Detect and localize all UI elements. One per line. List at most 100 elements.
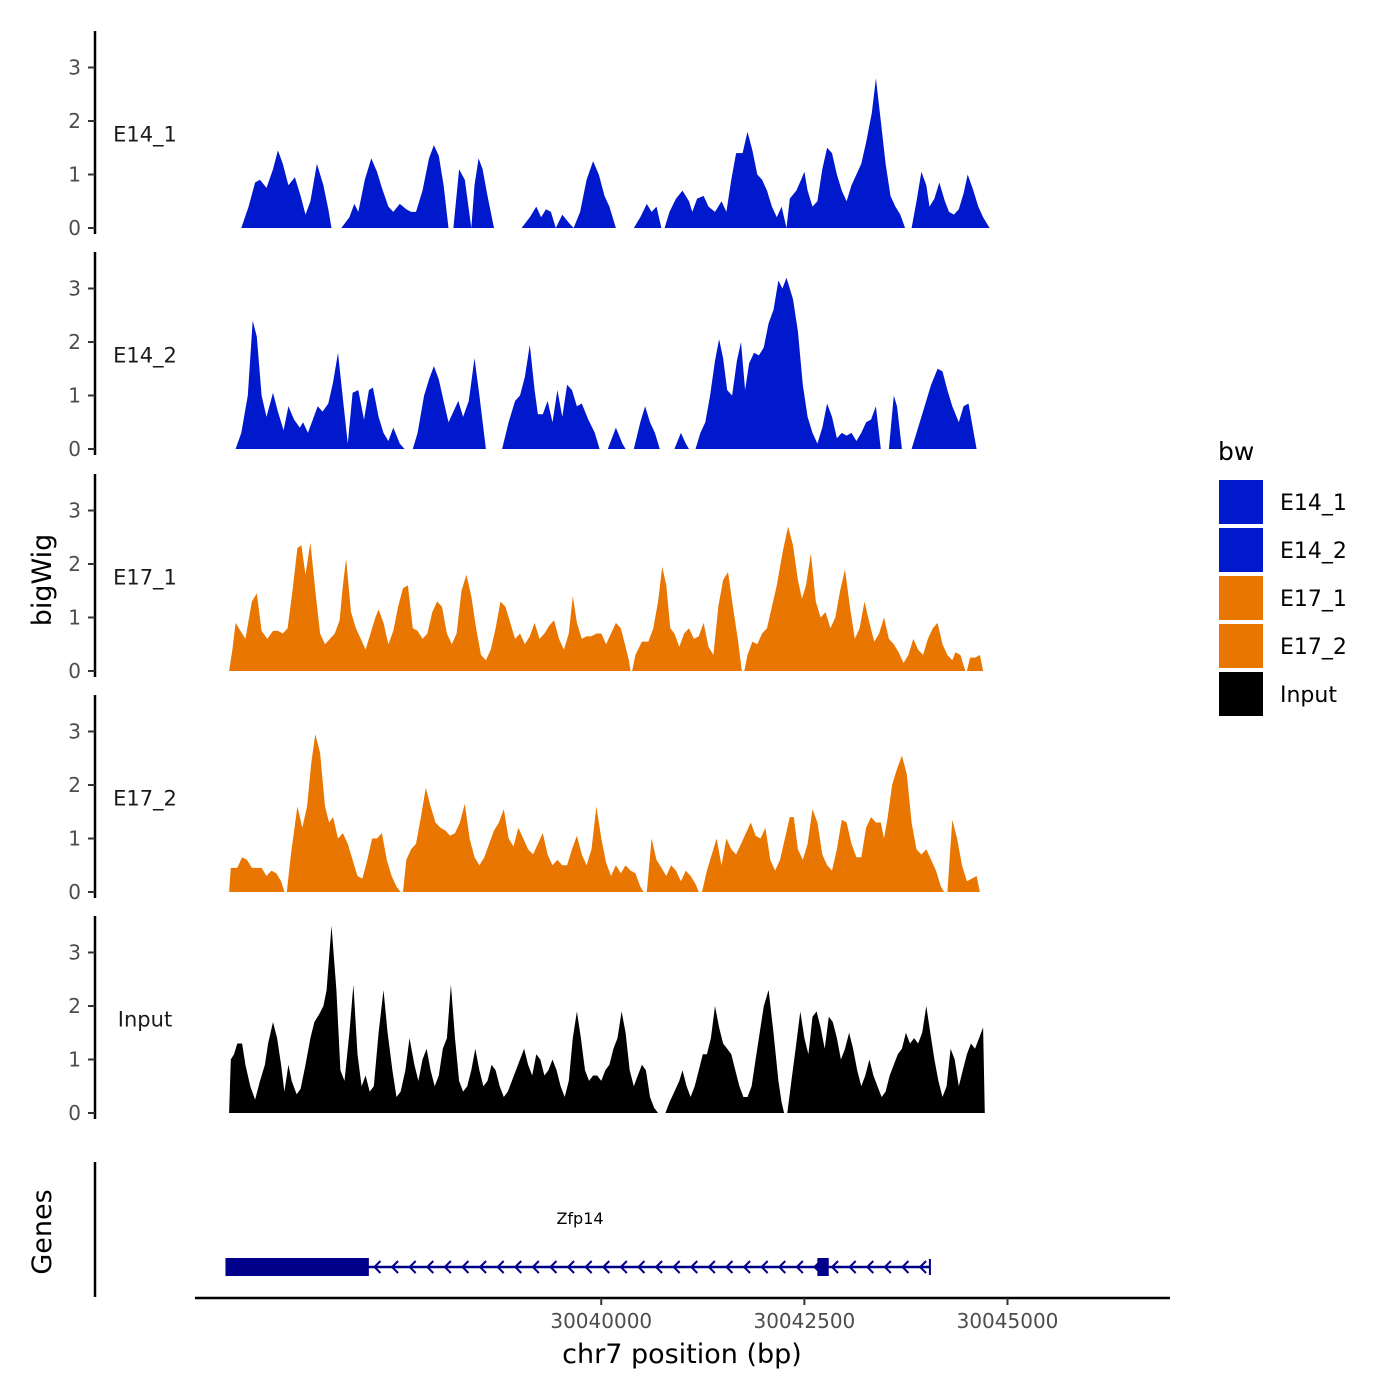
coverage-area-Input-1 [665, 990, 785, 1113]
strand-arrow [901, 1260, 910, 1274]
legend-title: bw [1218, 437, 1254, 466]
coverage-area-Input-2 [787, 1006, 985, 1113]
coverage-area-E14_2-4 [633, 406, 660, 449]
coverage-area-E17_2-1 [286, 734, 401, 892]
coverage-area-E17_2-3 [646, 838, 699, 892]
strand-arrow [373, 1260, 382, 1274]
strand-arrow [918, 1260, 927, 1274]
legend-key-E17_1 [1219, 576, 1263, 620]
y-tick-label: 3 [68, 941, 81, 965]
strand-arrow [689, 1260, 698, 1274]
y-tick-label: 0 [68, 216, 81, 240]
y-tick-label: 1 [68, 1048, 81, 1072]
strand-arrow [443, 1260, 452, 1274]
track-panel-E14_2: 0 1 2 3 E14_2 [68, 252, 977, 461]
coverage-area-E14_2-8 [911, 368, 977, 449]
coverage-area-E17_1-0 [229, 542, 631, 671]
coverage-area-E14_1-2 [453, 158, 494, 228]
strand-arrow [883, 1260, 892, 1274]
x-tick-label: 30045000 [957, 1309, 1059, 1333]
strand-arrow [725, 1260, 734, 1274]
coverage-area-E17_2-0 [229, 857, 285, 892]
coverage-area-E17_2-5 [947, 819, 980, 892]
y-tick-label: 0 [68, 1101, 81, 1125]
legend-key-E17_2 [1219, 624, 1263, 668]
y-tick-label: 1 [68, 606, 81, 630]
strand-arrow [601, 1260, 610, 1274]
track-label-E14_1: E14_1 [113, 122, 177, 147]
legend-key-E14_1 [1219, 480, 1263, 524]
strand-arrow [390, 1260, 399, 1274]
gene-name-label: Zfp14 [556, 1209, 603, 1228]
y-tick-label: 2 [68, 773, 81, 797]
coverage-area-E14_1-1 [341, 145, 449, 228]
track-panel-Input: 0 1 2 3 Input [68, 916, 985, 1125]
strand-arrow [760, 1260, 769, 1274]
coverage-area-E17_2-2 [403, 787, 644, 892]
y-tick-label: 1 [68, 163, 81, 187]
strand-arrow [654, 1260, 663, 1274]
coverage-area-E17_1-3 [966, 655, 984, 671]
strand-arrow [496, 1260, 505, 1274]
legend-key-Input [1219, 672, 1263, 716]
coverage-area-E14_2-2 [502, 344, 600, 449]
coverage-area-E14_1-3 [521, 161, 616, 228]
y-tick-label: 0 [68, 437, 81, 461]
track-label-E14_2: E14_2 [113, 343, 177, 368]
coverage-area-E14_2-1 [412, 358, 486, 449]
strand-arrow [478, 1260, 487, 1274]
track-label-E17_2: E17_2 [113, 786, 177, 811]
track-panel-E17_2: 0 1 2 3 E17_2 [68, 695, 980, 904]
strand-arrow [848, 1260, 857, 1274]
legend: bw E14_1 E14_2 E17_1 E17_2 Input [1218, 437, 1347, 716]
y-tick-label: 2 [68, 330, 81, 354]
legend-label-E14_1: E14_1 [1280, 491, 1347, 516]
strand-arrow [513, 1260, 522, 1274]
y-axis-title: bigWig [27, 534, 58, 627]
coverage-area-E14_2-3 [607, 427, 626, 449]
coverage-area-E17_1-2 [744, 526, 966, 671]
coverage-area-E14_2-7 [888, 395, 902, 449]
gene-panel: Zfp14 [93, 1162, 931, 1297]
strand-arrow [584, 1260, 593, 1274]
legend-label-E17_1: E17_1 [1280, 587, 1347, 612]
strand-arrow [672, 1260, 681, 1274]
y-tick-label: 0 [68, 880, 81, 904]
x-tick-label: 30040000 [550, 1309, 652, 1333]
x-tick-label: 30042500 [753, 1309, 855, 1333]
legend-key-E14_2 [1219, 528, 1263, 572]
x-axis-title: chr7 position (bp) [562, 1339, 802, 1370]
coverage-area-E17_1-1 [632, 566, 742, 671]
strand-arrow [707, 1260, 716, 1274]
bigwig-tracks: 0 1 2 3 E14_1 0 1 2 3 E14_2 0 1 2 3 E17_1 0 1 2 3 E17_2 0 1 2 3… [68, 31, 990, 1125]
coverage-area-E14_1-5 [664, 78, 906, 228]
coverage-area-E14_1-0 [241, 150, 332, 228]
y-tick-label: 3 [68, 56, 81, 80]
coverage-area-E14_2-5 [674, 432, 689, 449]
legend-label-E14_2: E14_2 [1280, 539, 1347, 564]
y-tick-label: 3 [68, 499, 81, 523]
gene-exon-0 [225, 1258, 369, 1276]
track-label-E17_1: E17_1 [113, 565, 177, 590]
coverage-area-E14_2-6 [695, 277, 881, 449]
strand-arrow [425, 1260, 434, 1274]
strand-arrow [637, 1260, 646, 1274]
strand-arrow [408, 1260, 417, 1274]
coverage-area-Input-0 [229, 925, 659, 1113]
track-panel-E14_1: 0 1 2 3 E14_1 [68, 31, 990, 240]
coverage-area-E14_1-6 [911, 171, 990, 228]
track-panel-E17_1: 0 1 2 3 E17_1 [68, 474, 984, 683]
track-label-Input: Input [118, 1007, 172, 1031]
y-tick-label: 1 [68, 827, 81, 851]
y-tick-label: 2 [68, 994, 81, 1018]
x-axis: 30040000 30042500 30045000 [195, 1296, 1170, 1333]
strand-arrow [742, 1260, 751, 1274]
strand-arrow [619, 1260, 628, 1274]
strand-arrow [865, 1260, 874, 1274]
genes-panel-title: Genes [27, 1189, 58, 1274]
strand-arrow [566, 1260, 575, 1274]
legend-label-E17_2: E17_2 [1280, 635, 1347, 660]
strand-arrow [830, 1260, 839, 1274]
y-tick-label: 1 [68, 384, 81, 408]
